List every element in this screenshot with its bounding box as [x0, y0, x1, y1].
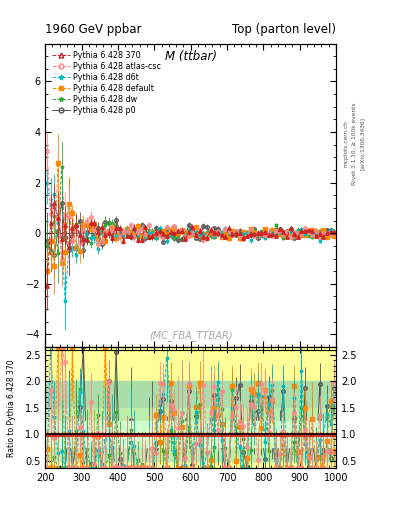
Text: (MC_FBA_TTBAR): (MC_FBA_TTBAR) — [149, 330, 232, 341]
Text: M (ttbar): M (ttbar) — [165, 50, 217, 62]
Text: [arXiv:1306.3436]: [arXiv:1306.3436] — [360, 117, 365, 170]
Text: Top (parton level): Top (parton level) — [232, 23, 336, 36]
Legend: Pythia 6.428 370, Pythia 6.428 atlas-csc, Pythia 6.428 d6t, Pythia 6.428 default: Pythia 6.428 370, Pythia 6.428 atlas-csc… — [52, 51, 161, 115]
Y-axis label: Ratio to Pythia 6.428 370: Ratio to Pythia 6.428 370 — [7, 359, 16, 457]
Text: 1960 GeV ppbar: 1960 GeV ppbar — [45, 23, 142, 36]
Text: mcplots.cern.ch: mcplots.cern.ch — [344, 120, 349, 167]
Text: Rivet 3.1.10, ≥ 100k events: Rivet 3.1.10, ≥ 100k events — [352, 102, 357, 185]
